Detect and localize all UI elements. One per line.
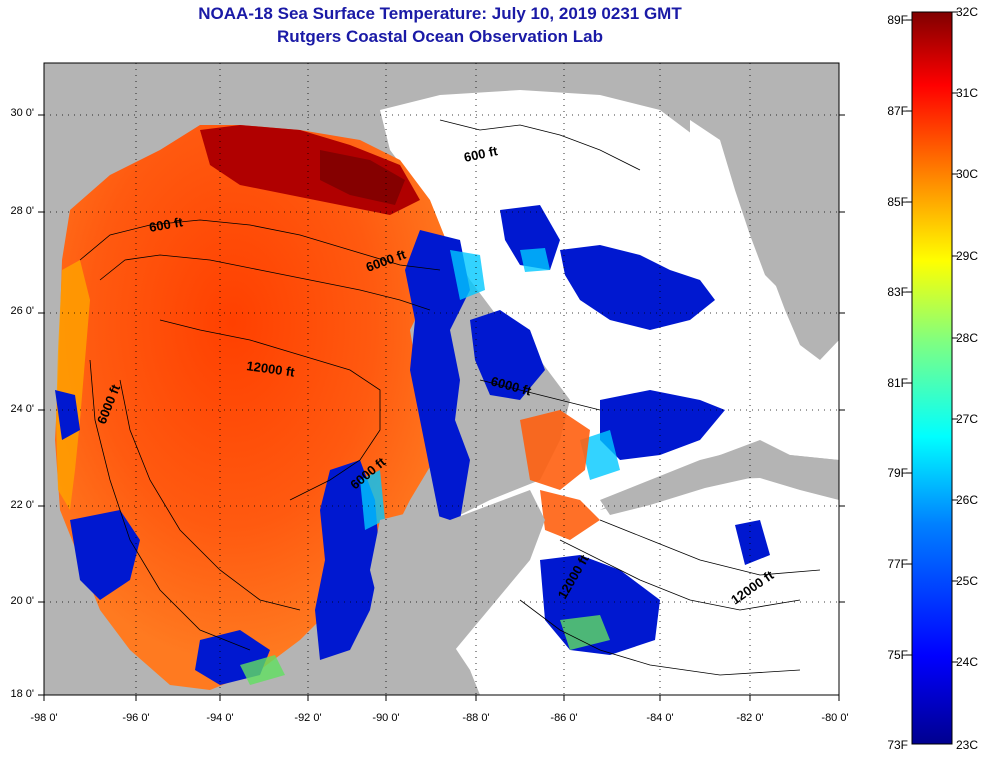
colorbar: [911, 11, 953, 745]
colorbar-c-label: 28C: [956, 331, 979, 345]
lon-label: -80 0': [821, 712, 849, 724]
contour-label: 600 ft: [463, 143, 500, 165]
lon-label: -98 0': [30, 712, 58, 724]
colorbar-f-label: 89F: [887, 13, 908, 27]
lon-label: -94 0': [206, 712, 234, 724]
colorbar-f-label: 83F: [887, 285, 908, 299]
lon-label: -82 0': [736, 712, 764, 724]
colorbar-c-label: 32C: [956, 5, 979, 19]
colorbar-c-label: 26C: [956, 493, 979, 507]
colorbar-c-label: 24C: [956, 655, 979, 669]
yucatan: [370, 490, 545, 670]
contour-label: 12000 ft: [246, 358, 297, 380]
lat-label: 30 0': [10, 107, 34, 119]
colorbar-c-label: 23C: [956, 738, 979, 752]
lat-label: 22 0': [10, 499, 34, 511]
lon-label: -92 0': [294, 712, 322, 724]
coastal-band-west: [56, 260, 90, 510]
green-patches: [240, 615, 610, 685]
bathymetry-contours: [79, 119, 821, 676]
florida: [700, 63, 839, 360]
lon-label: -90 0': [372, 712, 400, 724]
lat-label: 26 0': [10, 305, 34, 317]
map-title: NOAA-18 Sea Surface Temperature: July 10…: [198, 4, 682, 23]
colorbar-f-label: 77F: [887, 557, 908, 571]
graticule: [44, 63, 839, 695]
map-frame: [43, 62, 840, 696]
colorbar-c-label: 31C: [956, 86, 979, 100]
cyan-patches: [360, 248, 620, 530]
tick-marks: [38, 114, 845, 701]
contour-label: 600 ft: [148, 214, 185, 235]
lon-label: -84 0': [646, 712, 674, 724]
colorbar-c-label: 30C: [956, 167, 979, 181]
colorbar-f-label: 79F: [887, 466, 908, 480]
colorbar-c-label: 27C: [956, 412, 979, 426]
lon-label: -88 0': [462, 712, 490, 724]
colorbar-f-label: 75F: [887, 648, 908, 662]
florida-coast-ice: [690, 120, 795, 345]
colorbar-c-label: 29C: [956, 249, 979, 263]
lon-label: -96 0': [122, 712, 150, 724]
orange-patches: [520, 410, 600, 540]
colorbar-f-label: 87F: [887, 104, 908, 118]
colorbar-f-label: 81F: [887, 376, 908, 390]
colorbar-c-label: 25C: [956, 574, 979, 588]
lat-label: 20 0': [10, 595, 34, 607]
lat-label: 18 0': [10, 688, 34, 700]
colorbar-f-label: 73F: [887, 738, 908, 752]
colorbar-ticks: [906, 11, 958, 663]
lon-label: -86 0': [550, 712, 578, 724]
lat-label: 28 0': [10, 205, 34, 217]
colorbar-f-label: 85F: [887, 195, 908, 209]
lat-label: 24 0': [10, 403, 34, 415]
cuba: [600, 450, 839, 515]
map-subtitle: Rutgers Coastal Ocean Observation Lab: [277, 27, 603, 46]
hot-shelf-core: [320, 150, 405, 205]
